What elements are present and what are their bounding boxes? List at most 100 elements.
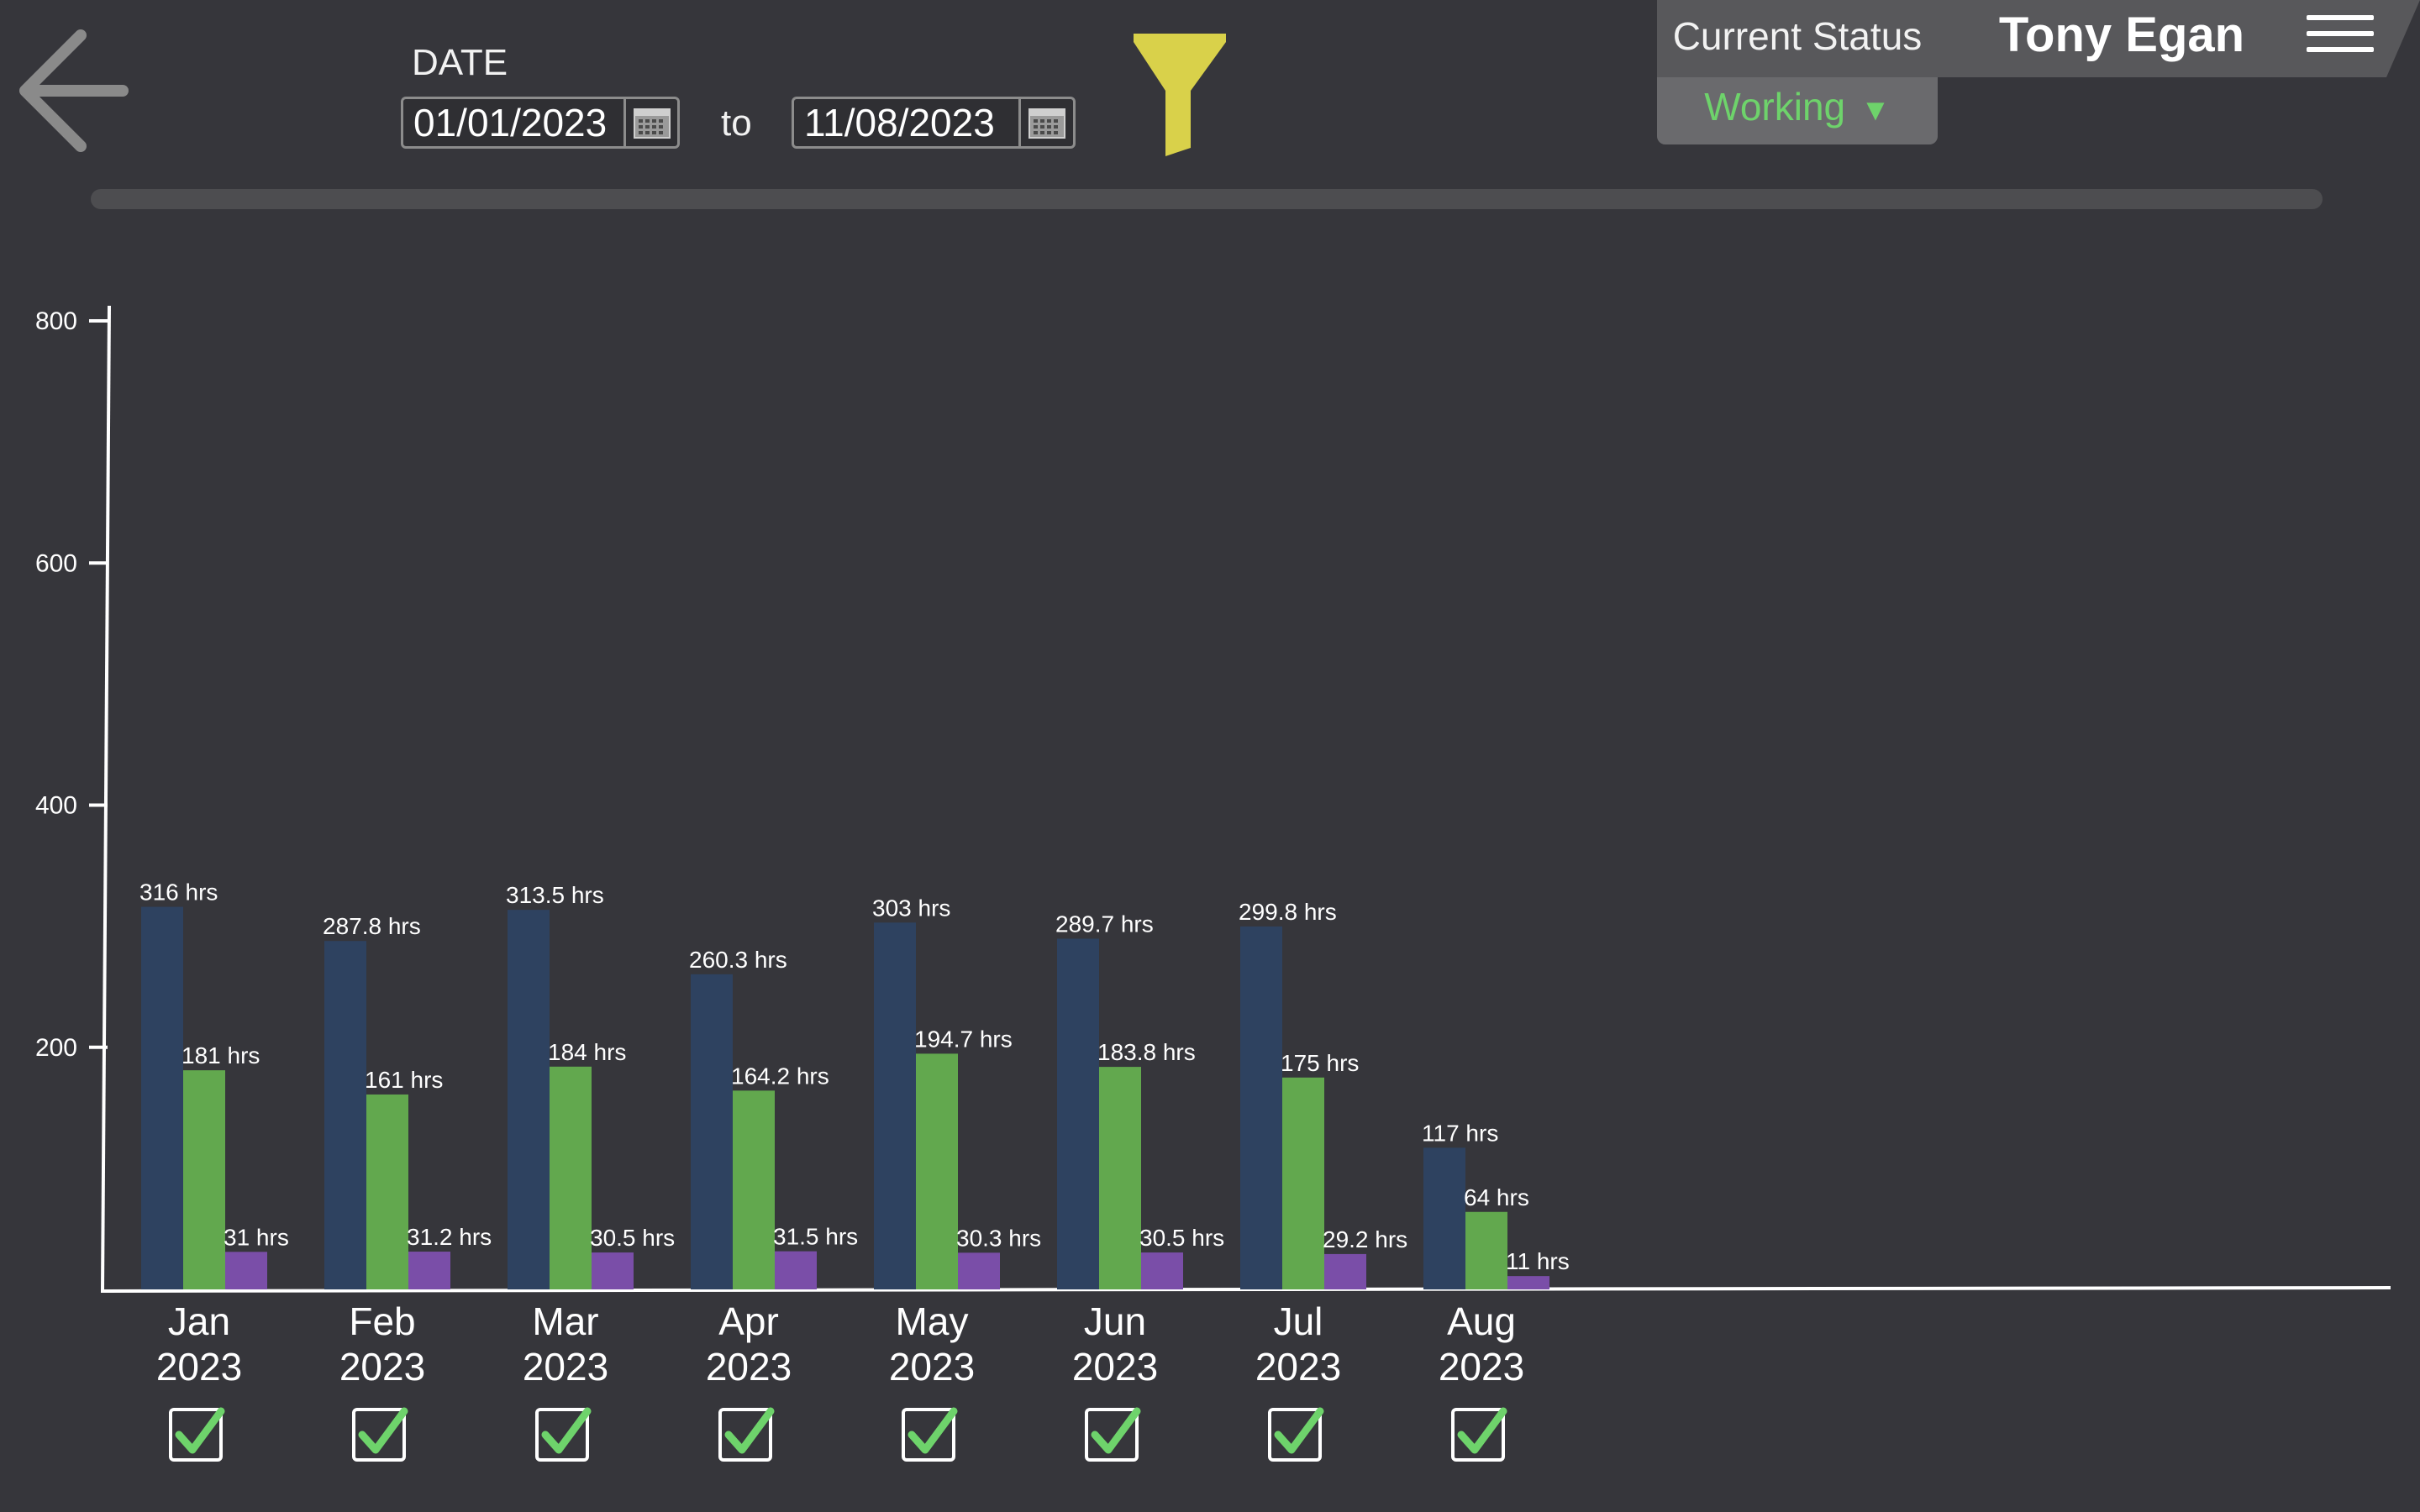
data-label: 313.5 hrs [506, 882, 604, 908]
data-label: 289.7 hrs [1055, 911, 1154, 937]
status-label: Current Status [1672, 14, 1923, 58]
checkmark-icon [1274, 1407, 1324, 1454]
bar [1057, 938, 1099, 1289]
month-name: Jan [167, 1299, 231, 1343]
calendar-icon[interactable] [623, 99, 677, 146]
calendar-icon[interactable] [1018, 99, 1073, 146]
data-label: 316 hrs [139, 879, 218, 906]
checkmark-icon [175, 1407, 225, 1454]
end-date-field[interactable]: 11/08/2023 [792, 97, 1076, 149]
checkmark-icon [358, 1407, 408, 1454]
bar [1324, 1253, 1366, 1289]
filter-icon [1134, 34, 1226, 156]
checkmark-icon [541, 1407, 592, 1454]
data-label: 31.5 hrs [773, 1224, 858, 1250]
bar [1141, 1252, 1183, 1289]
month-label: Mar 2023 [481, 1299, 650, 1389]
month-name: Feb [349, 1299, 416, 1343]
bar [958, 1252, 1000, 1289]
month-year: 2023 [339, 1345, 426, 1389]
data-label: 164.2 hrs [731, 1063, 829, 1089]
month-name: May [895, 1299, 969, 1343]
month-year: 2023 [1071, 1345, 1159, 1389]
date-label: DATE [412, 42, 508, 83]
month-name: Jun [1083, 1299, 1147, 1343]
month-year: 2023 [1255, 1345, 1342, 1389]
month-label: Jul 2023 [1214, 1299, 1382, 1389]
bar [592, 1252, 634, 1289]
arrow-left-icon [19, 29, 129, 152]
menu-line [2307, 47, 2374, 52]
data-label: 184 hrs [548, 1039, 626, 1065]
month-checkbox[interactable] [902, 1407, 958, 1462]
month-checkbox[interactable] [1451, 1407, 1507, 1462]
bar [508, 910, 550, 1289]
month-name: Jul [1273, 1299, 1323, 1343]
bar [1465, 1211, 1507, 1289]
status-dropdown[interactable]: Working ▼ [1657, 84, 1938, 129]
data-label: 30.5 hrs [590, 1225, 675, 1251]
data-label: 31.2 hrs [407, 1224, 492, 1250]
month-label: Apr 2023 [665, 1299, 833, 1389]
bar [408, 1252, 450, 1289]
checkmark-icon [908, 1407, 958, 1454]
month-name: Apr [718, 1299, 779, 1343]
bar [366, 1094, 408, 1289]
hours-bar-chart: 200 400 600 800 316 hrs 181 hrs 31 hrs 287.8 hr… [35, 305, 2391, 1293]
menu-line [2307, 31, 2374, 36]
start-date-value[interactable]: 01/01/2023 [413, 101, 608, 144]
filter-button[interactable] [1130, 30, 1229, 158]
bar [141, 906, 183, 1289]
status-select-bg [1657, 77, 1938, 144]
month-label: Jun 2023 [1031, 1299, 1199, 1389]
month-year: 2023 [888, 1345, 976, 1389]
month-label: May 2023 [848, 1299, 1016, 1389]
data-label: 29.2 hrs [1323, 1226, 1407, 1252]
divider-bar [91, 189, 2323, 209]
month-checkbox[interactable] [1085, 1407, 1141, 1462]
bar [691, 974, 733, 1289]
data-label: 11 hrs [1506, 1248, 1570, 1274]
status-value[interactable]: Working [1704, 85, 1846, 129]
month-name: Mar [532, 1299, 599, 1343]
to-label: to [721, 102, 752, 144]
data-label: 117 hrs [1422, 1120, 1498, 1146]
data-label: 175 hrs [1281, 1050, 1359, 1076]
month-checkbox[interactable] [535, 1407, 592, 1462]
bar [550, 1066, 592, 1289]
data-label: 161 hrs [365, 1067, 443, 1093]
bar [874, 922, 916, 1289]
y-tick-label: 400 [35, 792, 77, 820]
data-label: 181 hrs [182, 1042, 260, 1068]
triangle-down-icon[interactable]: ▼ [1860, 92, 1891, 127]
hamburger-menu-button[interactable] [2307, 15, 2374, 59]
month-year: 2023 [1438, 1345, 1525, 1389]
menu-line [2307, 15, 2374, 20]
data-label: 30.3 hrs [956, 1225, 1041, 1251]
month-label: Aug 2023 [1397, 1299, 1565, 1389]
data-label: 287.8 hrs [323, 913, 421, 939]
month-checkbox[interactable] [1268, 1407, 1324, 1462]
month-checkbox[interactable] [169, 1407, 225, 1462]
data-label: 260.3 hrs [689, 947, 787, 973]
month-checkbox[interactable] [352, 1407, 408, 1462]
bar [225, 1252, 267, 1289]
month-name: Aug [1447, 1299, 1516, 1343]
data-label: 30.5 hrs [1139, 1225, 1224, 1251]
data-label: 194.7 hrs [914, 1026, 1013, 1052]
month-label: Feb 2023 [298, 1299, 466, 1389]
start-date-field[interactable]: 01/01/2023 [401, 97, 680, 149]
bar [916, 1053, 958, 1289]
y-axis [101, 305, 111, 1292]
data-label: 299.8 hrs [1239, 899, 1337, 925]
back-button[interactable] [15, 25, 133, 160]
y-tick-label: 200 [35, 1034, 77, 1062]
month-year: 2023 [155, 1345, 243, 1389]
checkmark-icon [1457, 1407, 1507, 1454]
end-date-value[interactable]: 11/08/2023 [804, 101, 995, 144]
checkmark-icon [1091, 1407, 1141, 1454]
bar [1423, 1147, 1465, 1289]
month-checkbox[interactable] [718, 1407, 775, 1462]
user-header-bg [1938, 0, 2420, 77]
bar [1507, 1276, 1549, 1289]
